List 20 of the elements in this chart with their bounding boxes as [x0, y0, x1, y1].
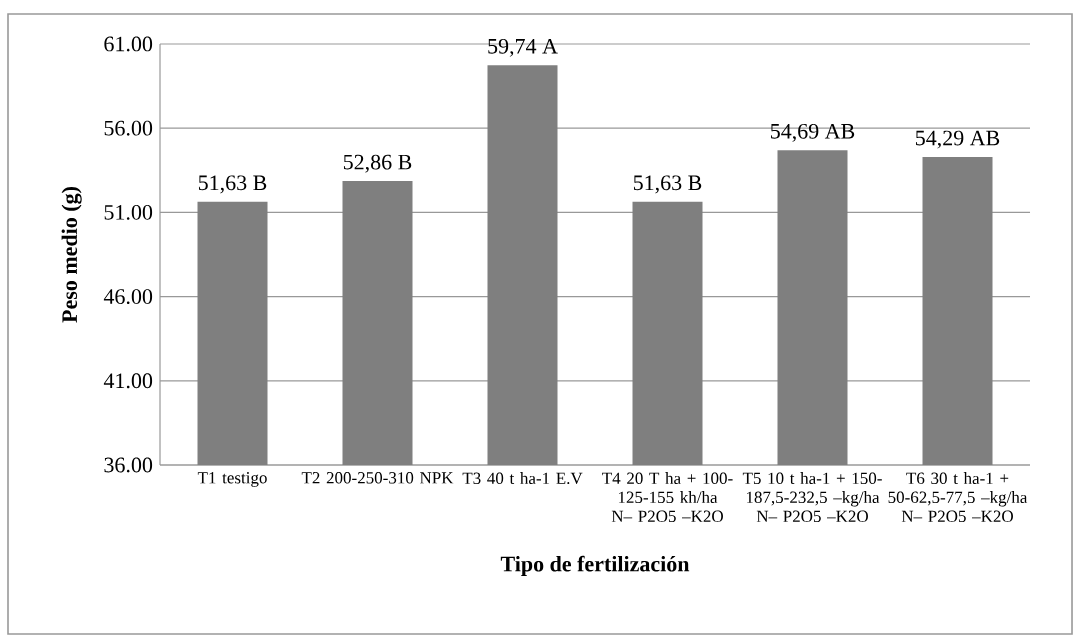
data-label: 54,29 AB — [916, 130, 1000, 149]
data-label: 52,86 B — [343, 154, 412, 173]
y-tick-label: 56.00 — [104, 120, 153, 136]
x-tick-label: T5 10 t ha-1 + 150-187,5-232,5 –kg/ha N– P2O5 –K2O — [742, 472, 882, 523]
y-tick-label: 36.00 — [104, 457, 153, 473]
x-tick-label: T6 30 t ha-1 + 50-62,5-77,5 –kg/ha N– P2O5 –K2O — [888, 472, 1028, 523]
y-axis-title: Peso medio (g) — [61, 187, 82, 323]
x-tick-label: T3 40 t ha-1 E.V — [462, 472, 583, 485]
y-tick-label: 41.00 — [103, 373, 153, 389]
x-tick-label: T2 200-250-310 NPK — [301, 472, 454, 484]
x-tick-label: T4 20 T ha + 100-125-155 kh/ha N– P2O5 –K2O — [602, 472, 733, 523]
x-tick-label: T1 testigo — [197, 472, 267, 487]
y-tick-label: 61.00 — [104, 36, 153, 52]
data-label: 51,63 B — [198, 175, 267, 194]
y-tick-label: 51.00 — [104, 204, 153, 220]
data-label: 54,69 AB — [771, 123, 855, 142]
data-label: 59,74 A — [488, 38, 558, 57]
y-tick-label: 46.00 — [103, 289, 153, 305]
x-axis-title: Tipo de fertilización — [500, 555, 690, 576]
data-label: 51,63 B — [633, 175, 702, 194]
